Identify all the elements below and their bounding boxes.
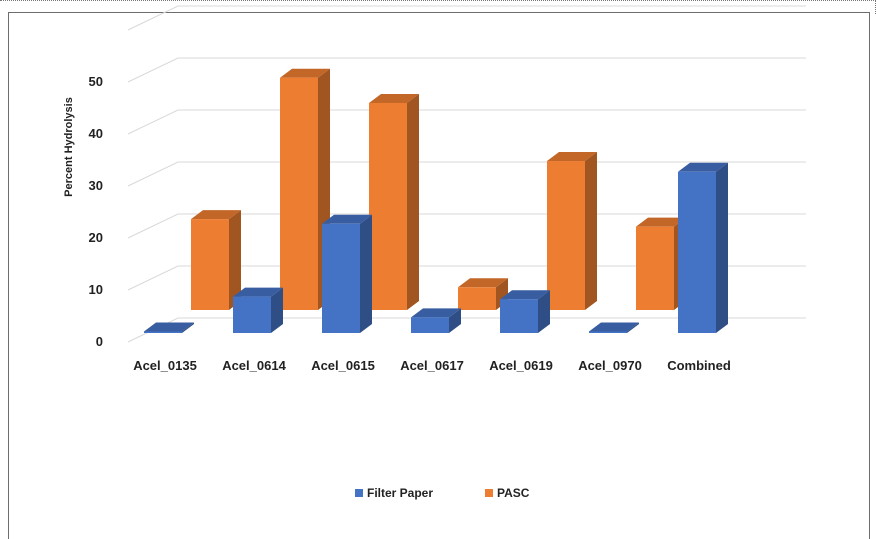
bar-top-face: [322, 214, 372, 224]
y-tick-label: 10: [89, 282, 103, 297]
gridline: [127, 109, 806, 135]
bar-top-face: [369, 93, 419, 103]
bar-front-face: [547, 161, 585, 310]
y-tick-label: 20: [89, 230, 103, 245]
bar-front-face: [500, 299, 538, 333]
bar-filter-paper-combined: [678, 162, 728, 333]
bar-side-face: [585, 152, 597, 310]
bar-side-face: [538, 290, 550, 333]
x-category-label: Combined: [667, 358, 731, 373]
bar-top-face: [678, 162, 728, 172]
bar-filter-paper-acel_0970: [589, 322, 639, 333]
x-category-label: Acel_0135: [133, 358, 197, 373]
bars: [144, 68, 728, 333]
y-tick-label: 0: [96, 334, 103, 349]
bar-filter-paper-acel_0614: [233, 287, 283, 333]
bar-top-face: [636, 217, 686, 227]
x-axis-categories: Acel_0135 Acel_0614 Acel_0615 Acel_0617 Acel…: [133, 358, 731, 373]
x-category-label: Acel_0615: [311, 358, 375, 373]
bar-front-face: [678, 171, 716, 333]
bar-side-face: [449, 308, 461, 333]
bar-side-face: [182, 322, 194, 333]
bar-top-face: [280, 68, 330, 78]
bar-top-face: [233, 287, 283, 297]
bar-top-face: [500, 290, 550, 300]
y-axis-ticks: 0 10 20 30 40 50: [89, 74, 103, 349]
legend-label: PASC: [497, 486, 530, 500]
x-category-label: Acel_0617: [400, 358, 464, 373]
bar-filter-paper-acel_0135: [144, 322, 194, 333]
bar-filter-paper-acel_0615: [322, 214, 372, 333]
bar-pasc-acel_0619: [547, 152, 597, 310]
bar-side-face: [271, 287, 283, 333]
bar-front-face: [322, 223, 360, 333]
x-category-label: Acel_0614: [222, 358, 286, 373]
bar-top-face: [191, 210, 241, 220]
bar-front-face: [191, 219, 229, 310]
bar-side-face: [716, 162, 728, 333]
bar-filter-paper-acel_0619: [500, 290, 550, 333]
bar-front-face: [280, 77, 318, 310]
gridline: [127, 317, 806, 343]
gridline: [127, 57, 806, 83]
y-tick-label: 30: [89, 178, 103, 193]
bar-side-face: [407, 93, 419, 310]
bar-front-face: [411, 317, 449, 333]
legend-swatch: [355, 489, 363, 497]
y-tick-label: 40: [89, 126, 103, 141]
bar-front-face: [636, 226, 674, 310]
bar-top-face: [458, 278, 508, 288]
x-category-label: Acel_0970: [578, 358, 642, 373]
y-tick-label: 50: [89, 74, 103, 89]
bar-side-face: [360, 214, 372, 333]
x-category-label: Acel_0619: [489, 358, 553, 373]
legend-label: Filter Paper: [367, 486, 433, 500]
bar-top-face: [144, 322, 194, 332]
bar-front-face: [369, 102, 407, 310]
bar-front-face: [589, 331, 627, 333]
legend: Filter Paper PASC: [355, 486, 530, 500]
gridline: [127, 5, 806, 31]
bar-side-face: [229, 210, 241, 310]
legend-swatch: [485, 489, 493, 497]
selection-outline: [0, 0, 876, 14]
bar-pasc-acel_0135: [191, 210, 241, 310]
bar-top-face: [411, 308, 461, 318]
bar-filter-paper-acel_0617: [411, 308, 461, 333]
bar-front-face: [233, 296, 271, 333]
bar-front-face: [144, 331, 182, 333]
bar-top-face: [547, 152, 597, 162]
y-axis-label: Percent Hydrolysis: [63, 97, 75, 197]
bar-pasc-acel_0615: [369, 93, 419, 310]
bar-front-face: [458, 287, 496, 310]
bar-top-face: [589, 322, 639, 332]
bar-side-face: [627, 322, 639, 333]
